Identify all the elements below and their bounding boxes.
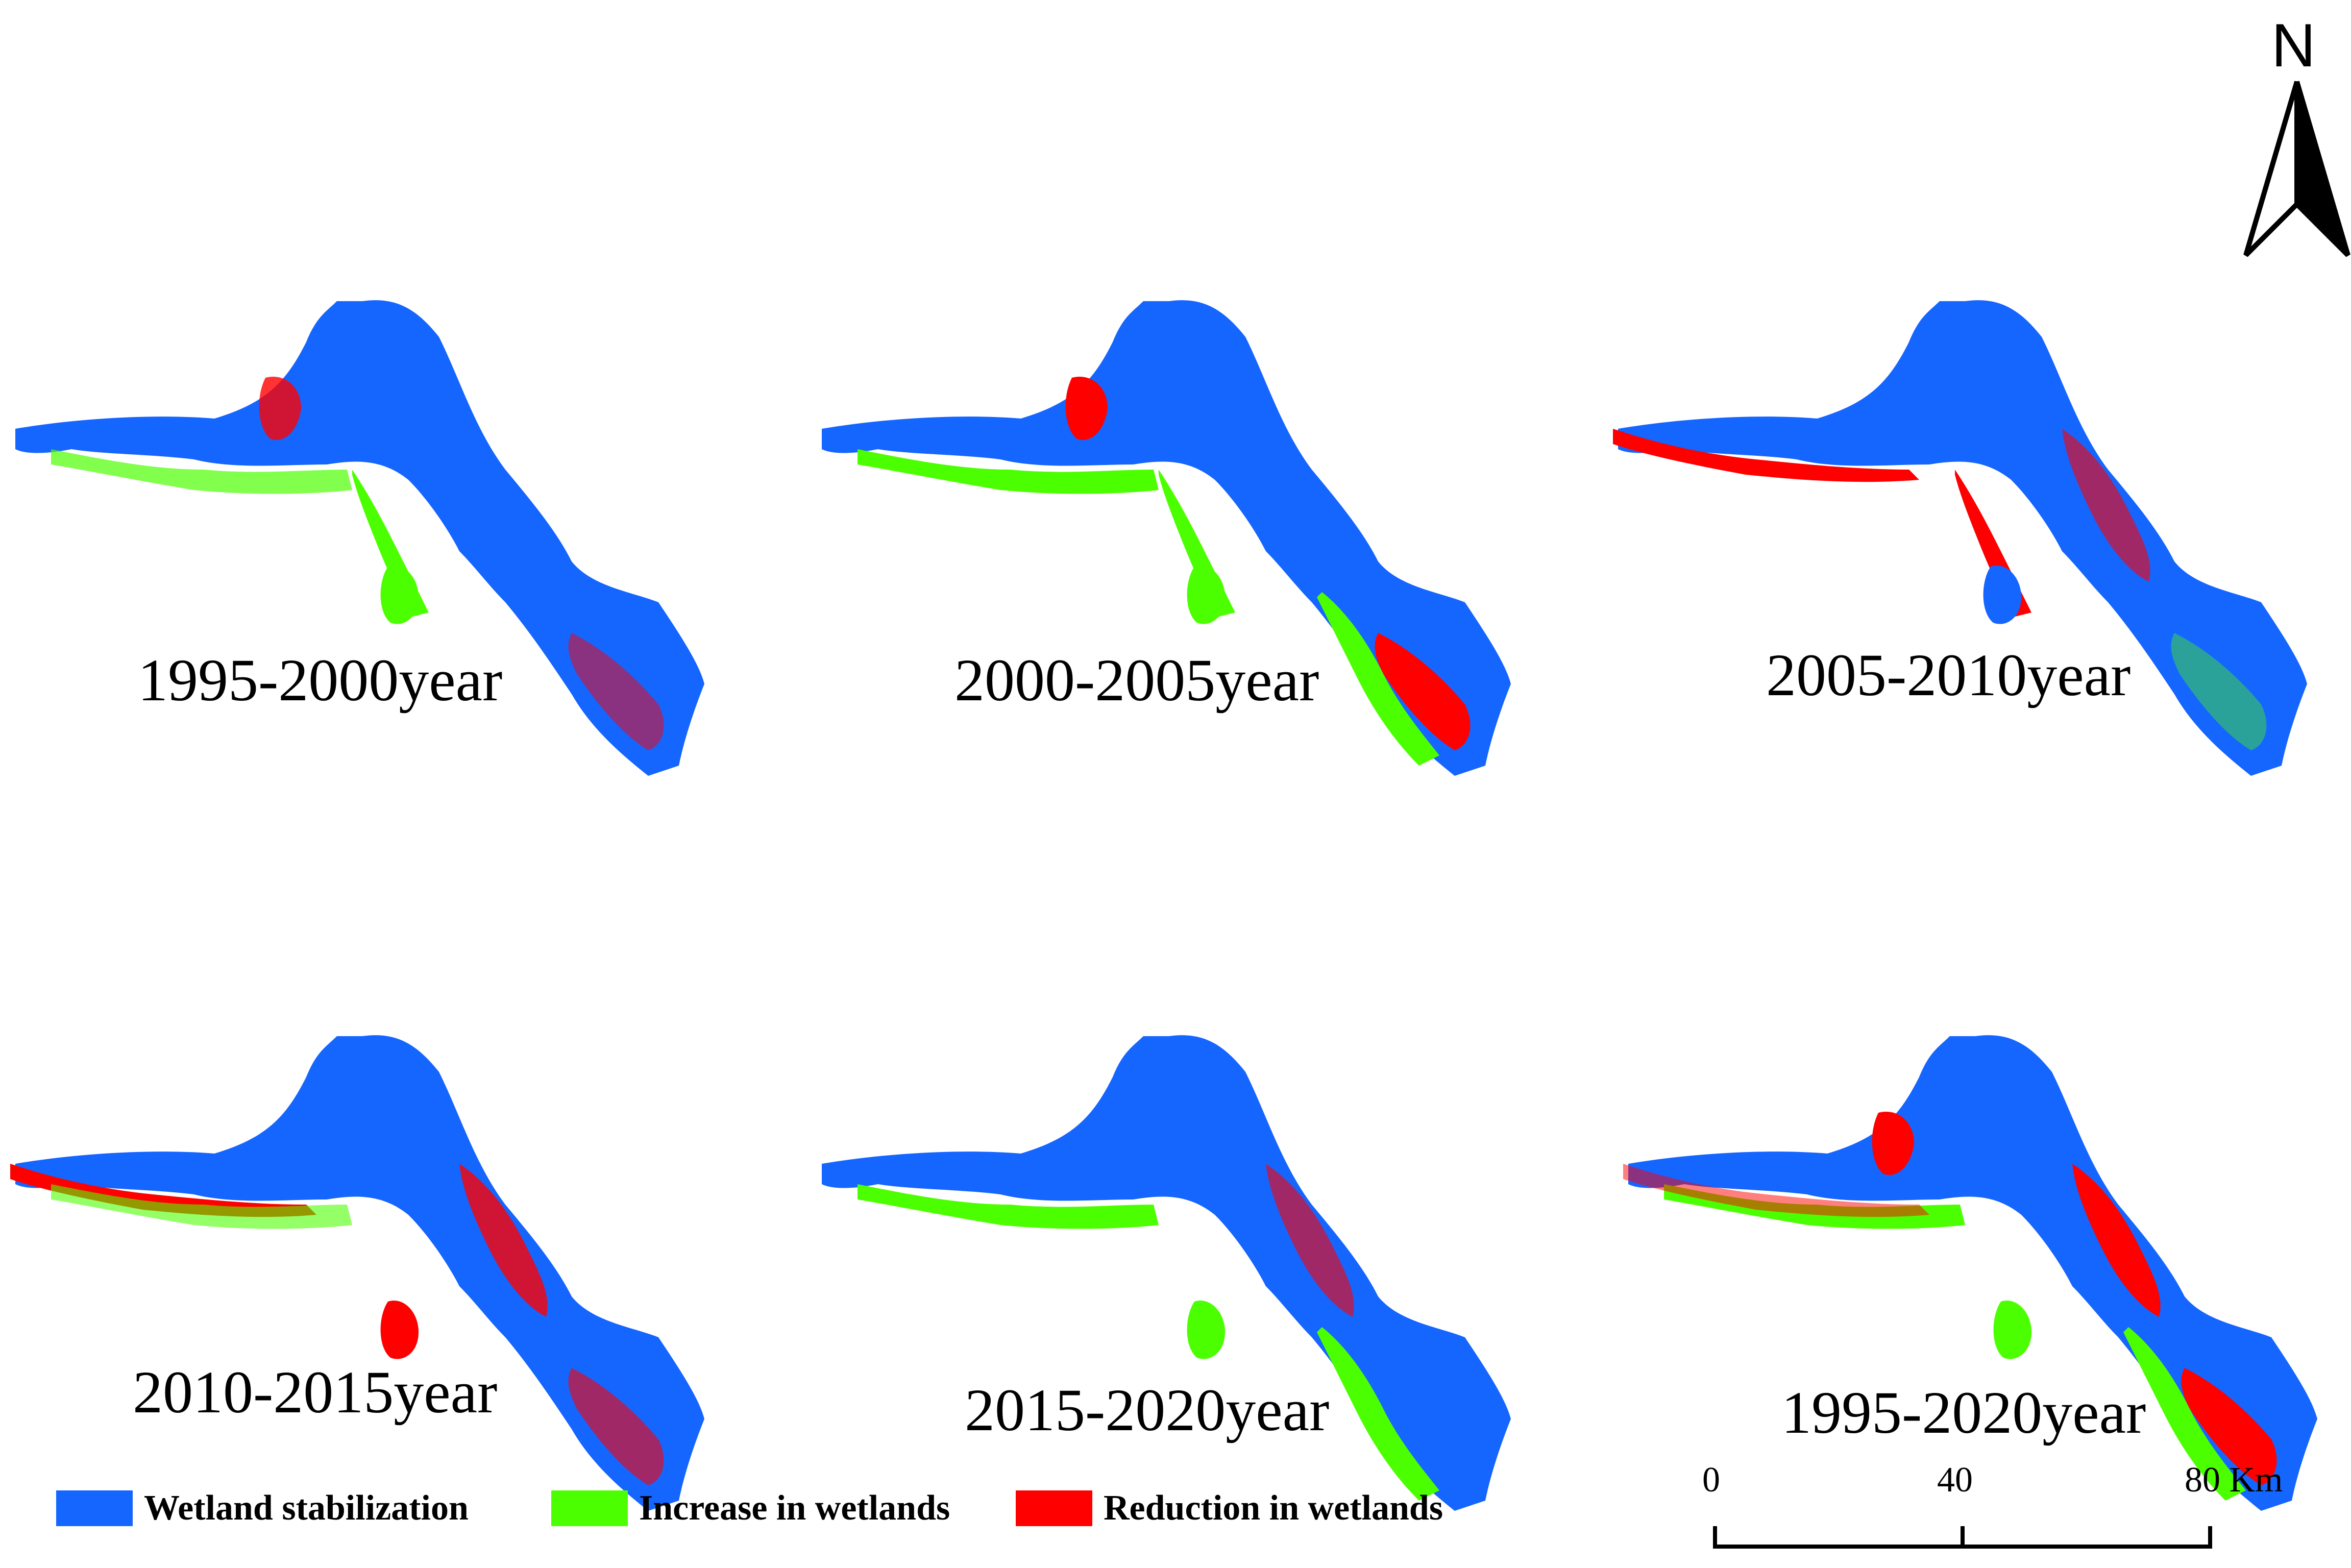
wetland-increase-region xyxy=(1993,1301,2031,1359)
wetland-stable-region xyxy=(1983,566,2021,624)
legend-swatch-increase xyxy=(551,1490,628,1526)
panel-title-5: 2015-2020year xyxy=(965,1377,1330,1443)
north-label: N xyxy=(2271,11,2316,80)
wetland-increase-region xyxy=(380,566,419,624)
wetland-increase-region xyxy=(1187,1301,1225,1359)
legend-reduction: Reduction in wetlands xyxy=(1016,1485,1443,1531)
map-panel-4 xyxy=(10,1035,704,1511)
legend-swatch-stable xyxy=(56,1490,133,1526)
panel-title-1: 1995-2000year xyxy=(138,647,503,714)
scale-bar xyxy=(1713,1526,2212,1549)
wetland-reduction-region xyxy=(380,1301,419,1359)
panel-title-3: 2005-2010year xyxy=(1766,642,2131,708)
legend-increase: Increase in wetlands xyxy=(551,1485,950,1531)
legend-label-stable: Wetland stabilization xyxy=(144,1488,469,1528)
legend-stable: Wetland stabilization xyxy=(56,1485,469,1531)
panel-title-6: 1995-2020year xyxy=(1781,1379,2146,1446)
scale-label-80: 80 Km xyxy=(2185,1460,2283,1500)
legend-label-increase: Increase in wetlands xyxy=(639,1488,950,1528)
wetland-increase-region xyxy=(1187,566,1225,624)
legend-swatch-reduction xyxy=(1016,1490,1092,1526)
legend-label-reduction: Reduction in wetlands xyxy=(1104,1488,1443,1528)
scale-label-40: 40 xyxy=(1937,1460,1973,1500)
north-arrow-icon xyxy=(2243,81,2350,257)
panel-title-4: 2010-2015year xyxy=(133,1359,498,1426)
panel-title-2: 2000-2005year xyxy=(954,647,1319,714)
scale-label-0: 0 xyxy=(1702,1460,1720,1500)
